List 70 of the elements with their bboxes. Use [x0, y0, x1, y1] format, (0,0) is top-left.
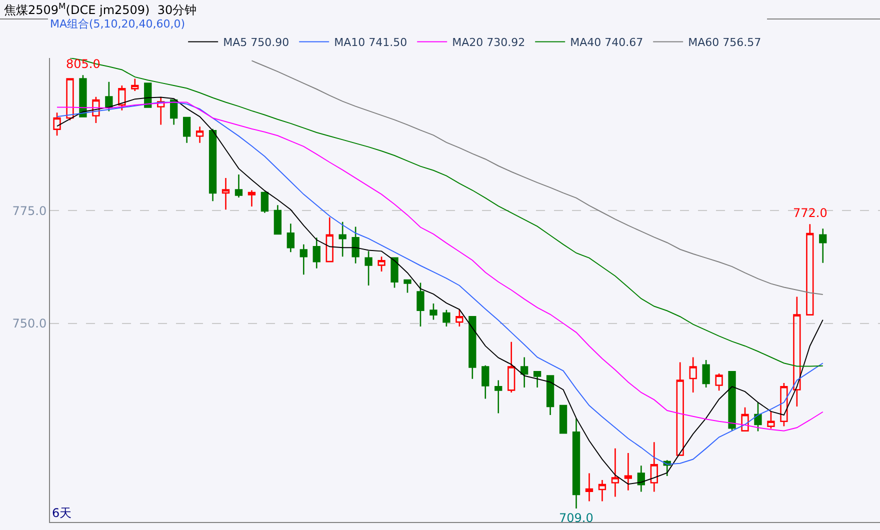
legend-label: MA10 741.50: [334, 36, 408, 50]
candlestick: [326, 216, 334, 262]
candlestick: [533, 371, 542, 388]
candlestick: [793, 296, 801, 408]
candlestick: [66, 78, 74, 121]
annotation: 772.0: [793, 206, 828, 220]
candlestick: [456, 308, 464, 328]
legend-label: MA40 740.67: [570, 36, 644, 50]
legend-label: MA20 730.92: [452, 36, 526, 50]
candlestick: [79, 74, 87, 118]
candlestick: [741, 406, 749, 432]
candlestick: [806, 223, 814, 316]
candlestick: [482, 364, 490, 400]
candlestick: [53, 112, 61, 136]
candlestick: [508, 341, 516, 394]
candlestick: [572, 418, 580, 510]
candlestick: [520, 356, 528, 388]
candlestick: [715, 372, 723, 392]
candlestick: [378, 256, 386, 272]
candlestick: [637, 464, 645, 492]
candlestick: [312, 236, 320, 269]
annotation: 709.0: [559, 511, 594, 525]
candlestick: [430, 302, 438, 320]
candlestick: [494, 380, 502, 414]
candlestick: [611, 448, 620, 498]
candlestick: [300, 244, 308, 276]
legend-title: MA组合(5,10,20,40,60,0): [50, 17, 186, 30]
candlestick: [702, 359, 710, 388]
candlestick: [404, 278, 412, 294]
candlestick: [105, 81, 113, 112]
candlestick: [338, 221, 346, 258]
candlestick: [92, 96, 100, 124]
candlestick: [208, 128, 217, 202]
candlestick: [624, 452, 632, 492]
candlestick: [234, 174, 243, 198]
candlestick: [352, 226, 360, 264]
candlestick: [689, 356, 697, 394]
candlestick: [260, 190, 269, 214]
candlestick: [222, 177, 230, 210]
candlestick: [728, 371, 736, 432]
candlestick: [118, 84, 126, 112]
candlestick: [157, 96, 165, 126]
candlestick: [468, 316, 476, 380]
candlestick: [585, 472, 594, 502]
y-tick-label: 750.0: [12, 316, 47, 331]
candlestick: [676, 362, 684, 456]
candlestick: [416, 282, 424, 328]
candlestick: [286, 223, 294, 253]
candlestick: [364, 250, 372, 286]
chart-title: 焦煤2509$^{M}$(DCE jm2509) 30分钟: [4, 1, 197, 18]
legend-label: MA5 750.90: [223, 36, 290, 50]
y-tick-label: 775.0: [12, 204, 47, 218]
annotation: 6天: [52, 506, 72, 520]
candlestick: [754, 402, 762, 432]
candlestick: [274, 204, 282, 235]
candlestick: [546, 375, 554, 416]
candlestick: [780, 382, 788, 427]
annotation: 805.0: [66, 57, 100, 71]
candlestick: [196, 126, 204, 144]
candlestick: [598, 479, 606, 502]
legend-label: MA60 756.57: [688, 36, 762, 50]
candlestick: [650, 441, 658, 492]
candlestick: [442, 309, 450, 328]
candlestick: [131, 78, 139, 92]
candlestick: [819, 228, 827, 264]
candlestick: [390, 257, 398, 288]
candlestick: [559, 404, 568, 434]
candlestick: [182, 116, 191, 144]
candlestick: [767, 410, 775, 430]
candlestick: [248, 190, 256, 208]
